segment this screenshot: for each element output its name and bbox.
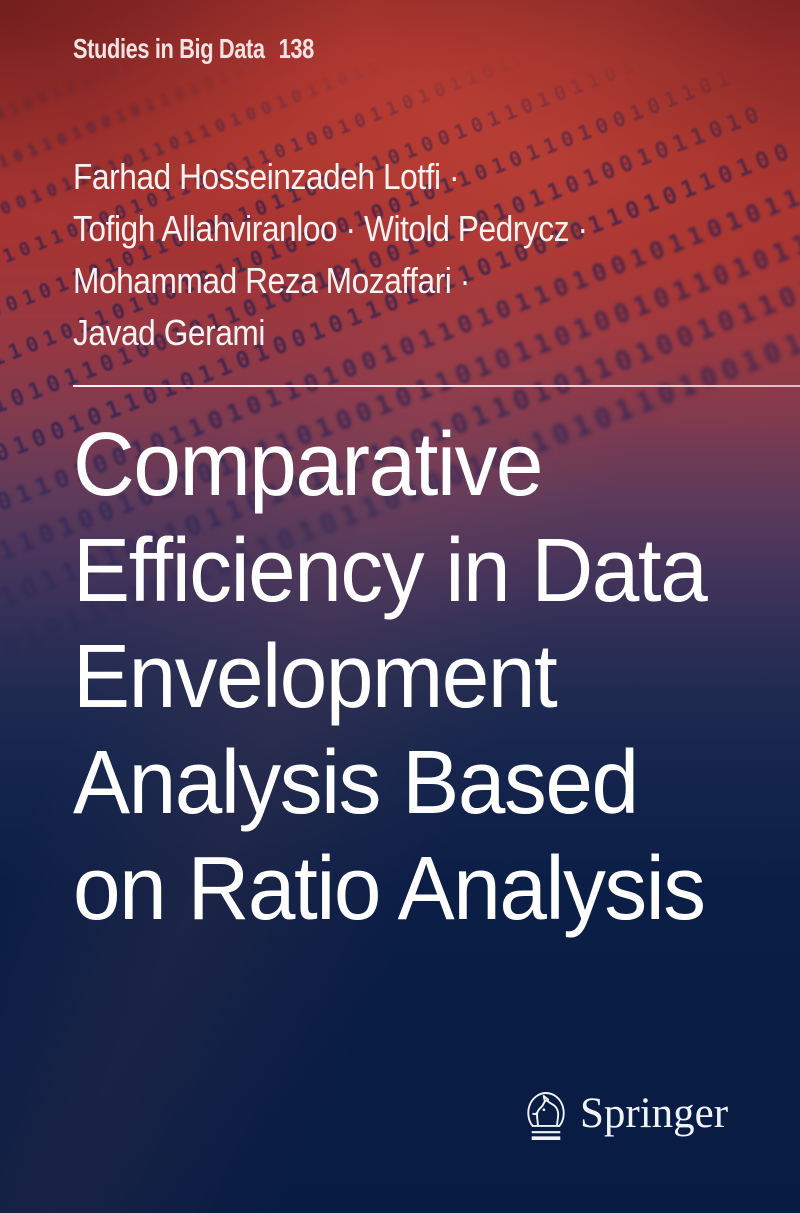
title-line: Comparative	[73, 415, 543, 515]
springer-horse-icon	[527, 1092, 565, 1140]
publisher-name: Springer	[580, 1090, 729, 1137]
series-number: 138	[278, 33, 315, 64]
series-name: Studies in Big Data	[73, 33, 265, 64]
title-line: on Ratio Analysis	[73, 839, 706, 939]
book-title: Comparative Efficiency in Data Envelopme…	[73, 412, 708, 942]
title-line: Analysis Based	[73, 733, 639, 833]
publisher-logo: Springer	[524, 1083, 728, 1144]
authors-block: Farhad Hosseinzadeh Lotfi · Tofigh Allah…	[73, 151, 588, 359]
author-line: Mohammad Reza Mozaffari ·	[73, 260, 470, 301]
series-title: Studies in Big Data 138	[73, 33, 314, 65]
author-line: Farhad Hosseinzadeh Lotfi ·	[73, 156, 460, 197]
author-line: Tofigh Allahviranloo · Witold Pedrycz ·	[73, 208, 588, 249]
title-line: Efficiency in Data	[73, 521, 708, 621]
title-line: Envelopment	[73, 627, 558, 727]
title-divider-rule	[73, 385, 800, 387]
author-line: Javad Gerami	[73, 312, 265, 353]
